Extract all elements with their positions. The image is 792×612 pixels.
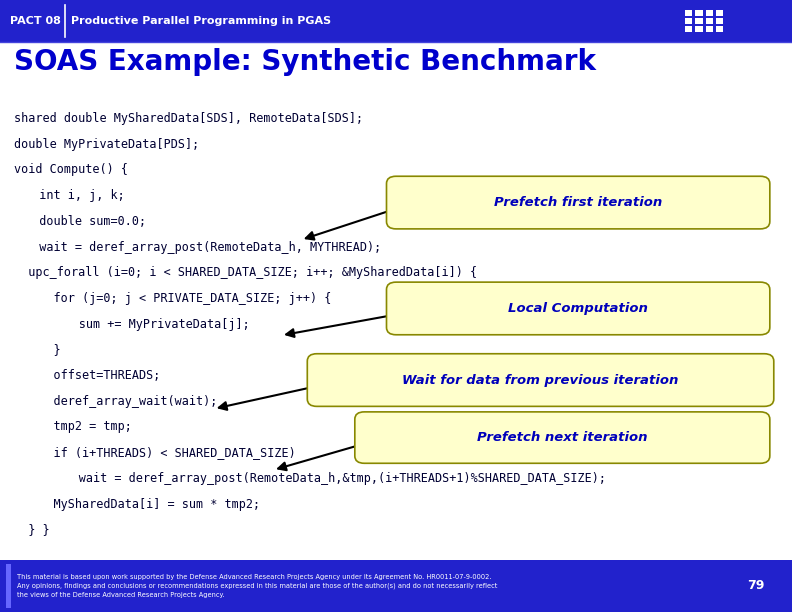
FancyBboxPatch shape bbox=[355, 412, 770, 463]
Bar bbox=[695, 10, 703, 15]
Text: PACT 08: PACT 08 bbox=[10, 16, 60, 26]
Bar bbox=[716, 26, 723, 31]
Text: Prefetch next iteration: Prefetch next iteration bbox=[477, 431, 648, 444]
Text: 79: 79 bbox=[747, 580, 764, 592]
FancyBboxPatch shape bbox=[386, 282, 770, 335]
Text: MySharedData[i] = sum * tmp2;: MySharedData[i] = sum * tmp2; bbox=[25, 498, 261, 510]
Text: if (i+THREADS) < SHARED_DATA_SIZE): if (i+THREADS) < SHARED_DATA_SIZE) bbox=[25, 446, 296, 459]
Text: Wait for data from previous iteration: Wait for data from previous iteration bbox=[402, 373, 679, 387]
Text: } }: } } bbox=[14, 523, 50, 536]
Bar bbox=[706, 10, 713, 15]
Text: shared double MySharedData[SDS], RemoteData[SDS];: shared double MySharedData[SDS], RemoteD… bbox=[14, 112, 364, 125]
Text: for (j=0; j < PRIVATE_DATA_SIZE; j++) {: for (j=0; j < PRIVATE_DATA_SIZE; j++) { bbox=[25, 292, 332, 305]
Text: wait = deref_array_post(RemoteData_h, MYTHREAD);: wait = deref_array_post(RemoteData_h, MY… bbox=[25, 241, 382, 253]
Text: Productive Parallel Programming in PGAS: Productive Parallel Programming in PGAS bbox=[71, 16, 331, 26]
Text: deref_array_wait(wait);: deref_array_wait(wait); bbox=[25, 395, 218, 408]
Bar bbox=[716, 10, 723, 15]
Bar bbox=[685, 18, 692, 23]
Text: This material is based upon work supported by the Defense Advanced Research Proj: This material is based upon work support… bbox=[17, 574, 498, 598]
Bar bbox=[706, 26, 713, 31]
Bar bbox=[685, 10, 692, 15]
Text: int i, j, k;: int i, j, k; bbox=[25, 189, 125, 202]
Text: tmp2 = tmp;: tmp2 = tmp; bbox=[25, 420, 132, 433]
Text: double sum=0.0;: double sum=0.0; bbox=[25, 215, 147, 228]
FancyBboxPatch shape bbox=[307, 354, 774, 406]
Bar bbox=[685, 26, 692, 31]
Text: SOAS Example: Synthetic Benchmark: SOAS Example: Synthetic Benchmark bbox=[14, 48, 596, 76]
Text: void Compute() {: void Compute() { bbox=[14, 163, 128, 176]
Bar bbox=[695, 18, 703, 23]
Text: upc_forall (i=0; i < SHARED_DATA_SIZE; i++; &MySharedData[i]) {: upc_forall (i=0; i < SHARED_DATA_SIZE; i… bbox=[14, 266, 478, 279]
Text: double MyPrivateData[PDS];: double MyPrivateData[PDS]; bbox=[14, 138, 200, 151]
Text: sum += MyPrivateData[j];: sum += MyPrivateData[j]; bbox=[36, 318, 250, 330]
Text: wait = deref_array_post(RemoteData_h,&tmp,(i+THREADS+1)%SHARED_DATA_SIZE);: wait = deref_array_post(RemoteData_h,&tm… bbox=[36, 472, 607, 485]
Text: Local Computation: Local Computation bbox=[508, 302, 648, 315]
FancyBboxPatch shape bbox=[386, 176, 770, 229]
Bar bbox=[695, 26, 703, 31]
Bar bbox=[716, 18, 723, 23]
Text: offset=THREADS;: offset=THREADS; bbox=[25, 369, 161, 382]
Text: }: } bbox=[25, 343, 61, 356]
Bar bbox=[0, 0, 792, 42]
Bar bbox=[706, 18, 713, 23]
Text: Prefetch first iteration: Prefetch first iteration bbox=[494, 196, 662, 209]
Bar bbox=[0, 560, 792, 612]
Bar bbox=[6, 564, 11, 608]
